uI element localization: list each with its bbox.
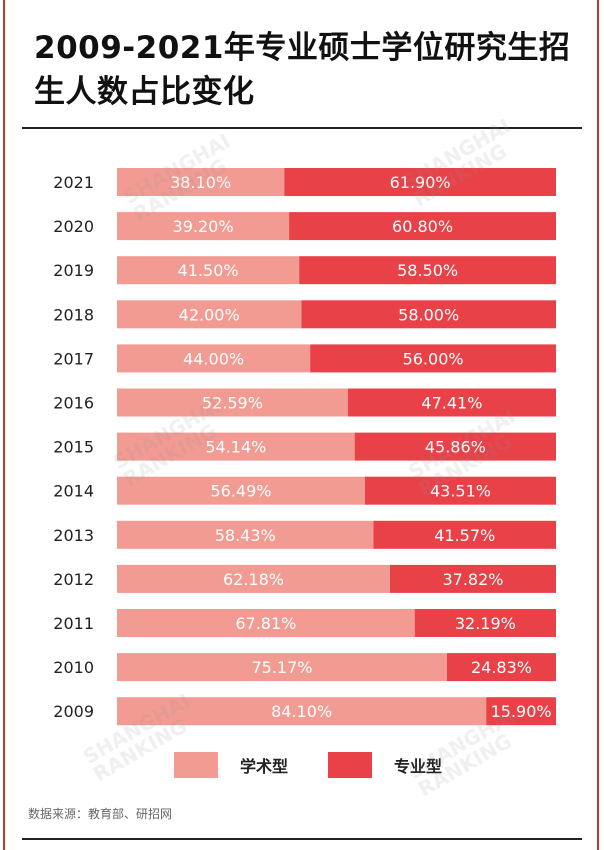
- y-tick-label: 2017: [53, 349, 94, 368]
- bar-academic: [117, 476, 365, 505]
- bar-professional: [373, 520, 556, 549]
- bar-professional: [284, 168, 556, 196]
- bar-academic: [117, 564, 390, 593]
- bar-professional: [310, 344, 556, 373]
- y-tick-label: 2020: [53, 217, 94, 236]
- data-label-professional: 15.90%: [491, 702, 552, 721]
- bar-professional: [301, 300, 556, 329]
- bar-academic: [117, 520, 374, 549]
- data-label-professional: 60.80%: [392, 217, 453, 236]
- bar-professional: [364, 476, 556, 505]
- data-label-professional: 56.00%: [403, 349, 464, 368]
- bar-academic: [117, 168, 285, 196]
- data-label-academic: 75.17%: [251, 658, 312, 677]
- data-label-academic: 58.43%: [215, 526, 276, 545]
- data-label-academic: 62.18%: [223, 570, 284, 589]
- data-label-academic: 41.50%: [178, 261, 239, 280]
- bar-academic: [117, 609, 415, 637]
- bar-academic: [117, 388, 348, 417]
- data-label-academic: 38.10%: [170, 173, 231, 192]
- bar-academic: [117, 432, 355, 461]
- legend-swatch-academic: [174, 752, 218, 778]
- bar-professional: [354, 432, 556, 461]
- data-label-professional: 45.86%: [425, 438, 486, 457]
- y-tick-label: 2018: [53, 305, 94, 324]
- data-label-academic: 52.59%: [202, 394, 263, 413]
- data-label-academic: 54.14%: [205, 438, 266, 457]
- bar-academic: [117, 256, 300, 285]
- y-tick-label: 2014: [53, 482, 94, 501]
- y-tick-label: 2019: [53, 261, 94, 280]
- data-label-professional: 58.50%: [397, 261, 458, 280]
- data-label-professional: 32.19%: [455, 614, 516, 633]
- chart-title: 2009-2021年专业硕士学位研究生招生人数占比变化: [34, 30, 571, 110]
- data-source: 数据来源：教育部、研招网: [28, 807, 173, 821]
- data-label-professional: 41.57%: [434, 526, 495, 545]
- y-tick-label: 2016: [53, 394, 94, 413]
- data-label-academic: 42.00%: [179, 305, 240, 324]
- data-label-academic: 84.10%: [271, 702, 332, 721]
- data-label-professional: 43.51%: [430, 482, 491, 501]
- bar-professional: [446, 653, 556, 682]
- y-tick-label: 2012: [53, 570, 94, 589]
- bar-academic: [117, 653, 447, 682]
- title-divider: [22, 127, 582, 129]
- bar-professional: [299, 256, 556, 285]
- data-label-professional: 58.00%: [398, 305, 459, 324]
- bar-professional: [347, 388, 556, 417]
- bar-professional: [389, 564, 556, 593]
- bar-academic: [117, 697, 487, 726]
- y-tick-label: 2021: [53, 173, 94, 192]
- y-tick-label: 2010: [53, 658, 94, 677]
- legend-label-academic: 学术型: [240, 757, 289, 776]
- bar-academic: [117, 300, 302, 329]
- page-frame: [3, 0, 599, 850]
- bar-professional: [289, 212, 556, 241]
- legend-swatch-professional: [328, 752, 372, 778]
- legend-label-professional: 专业型: [394, 757, 443, 776]
- legend-item-professional: 专业型: [328, 752, 442, 778]
- y-tick-label: 2015: [53, 438, 94, 457]
- legend-item-academic: 学术型: [174, 752, 288, 778]
- bar-academic: [117, 212, 290, 241]
- data-label-professional: 47.41%: [421, 394, 482, 413]
- y-tick-label: 2011: [53, 614, 94, 633]
- y-tick-label: 2013: [53, 526, 94, 545]
- bar-professional: [486, 697, 556, 726]
- data-label-academic: 39.20%: [173, 217, 234, 236]
- data-label-professional: 61.90%: [390, 173, 451, 192]
- bar-academic: [117, 344, 311, 373]
- data-label-academic: 56.49%: [210, 482, 271, 501]
- data-label-professional: 37.82%: [442, 570, 503, 589]
- bar-professional: [414, 609, 556, 637]
- y-tick-label: 2009: [53, 702, 94, 721]
- data-label-academic: 44.00%: [183, 349, 244, 368]
- data-label-academic: 67.81%: [235, 614, 296, 633]
- footer-divider: [22, 838, 582, 840]
- data-label-professional: 24.83%: [471, 658, 532, 677]
